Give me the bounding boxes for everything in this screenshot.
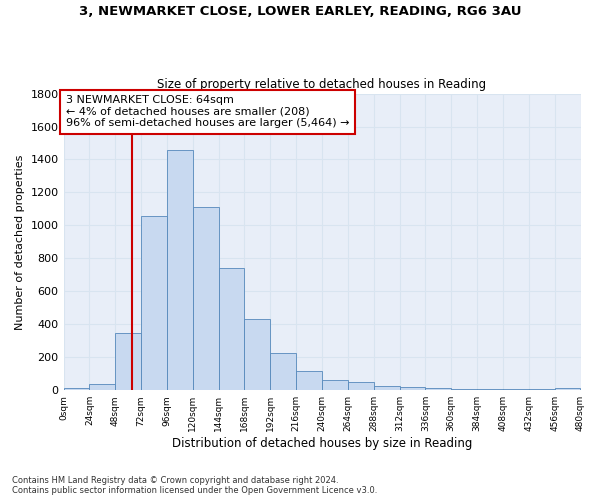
Bar [477, 389, 503, 390]
Bar [271, 353, 296, 390]
Bar [322, 380, 348, 390]
Title: Size of property relative to detached houses in Reading: Size of property relative to detached ho… [157, 78, 487, 91]
Bar [425, 388, 451, 390]
Bar [89, 384, 115, 390]
Bar [348, 382, 374, 390]
Bar [374, 386, 400, 390]
Bar [218, 268, 244, 390]
Bar [141, 216, 167, 390]
Bar [451, 388, 477, 390]
Y-axis label: Number of detached properties: Number of detached properties [15, 154, 25, 330]
Bar [167, 150, 193, 390]
Text: 3, NEWMARKET CLOSE, LOWER EARLEY, READING, RG6 3AU: 3, NEWMARKET CLOSE, LOWER EARLEY, READIN… [79, 5, 521, 18]
Text: Contains HM Land Registry data © Crown copyright and database right 2024.
Contai: Contains HM Land Registry data © Crown c… [12, 476, 377, 495]
Bar [296, 372, 322, 390]
Bar [193, 208, 218, 390]
Bar [64, 388, 89, 390]
Text: 3 NEWMARKET CLOSE: 64sqm
← 4% of detached houses are smaller (208)
96% of semi-d: 3 NEWMARKET CLOSE: 64sqm ← 4% of detache… [65, 95, 349, 128]
Bar [115, 332, 141, 390]
Bar [400, 387, 425, 390]
Bar [554, 388, 580, 390]
Bar [244, 318, 271, 390]
X-axis label: Distribution of detached houses by size in Reading: Distribution of detached houses by size … [172, 437, 472, 450]
